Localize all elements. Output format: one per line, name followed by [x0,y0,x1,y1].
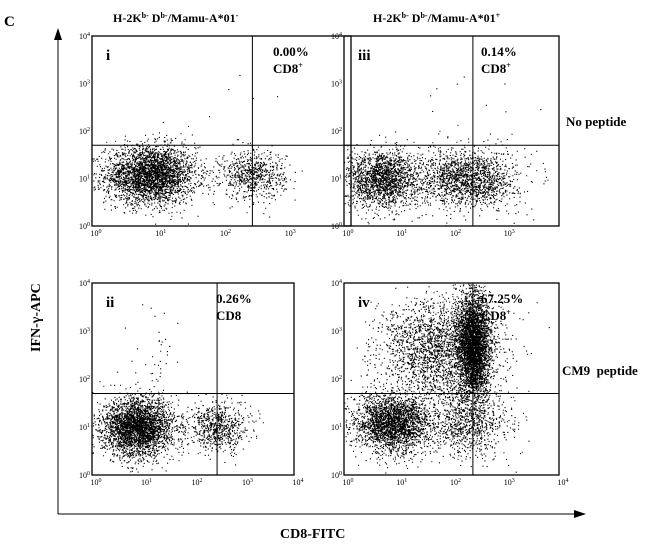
population-cloud [92,125,234,225]
panel-frame [343,35,560,227]
tick-label: 102 [79,127,90,136]
scatter-points [344,283,550,474]
annotation-label: CD8+ [273,61,303,76]
tick-label: 102 [79,375,90,384]
tick-label: 100 [331,222,342,231]
tick-label: 103 [331,80,342,89]
panel-iii: 100 101 102 103 104 100 101 102 103 iii 0.14% CD8+ [331,32,560,238]
annotation-value: 0.00% [273,44,309,59]
x-axis [58,510,586,518]
tick-label: 101 [331,423,342,432]
y-axis [54,28,62,514]
row-label-cm9-peptide: CM9 peptide [562,363,638,378]
tick-label: 103 [285,229,296,238]
tick-label: 101 [331,175,342,184]
panel-iv: 100 101 102 103 104 100 101 102 103 104 iv 67.25% CD… [331,279,569,487]
annotation-value: 0.14% [481,44,517,59]
row-label-no-peptide: No peptide [566,114,627,129]
annotation-value: 67.25% [481,291,523,306]
tick-label: 103 [504,478,515,487]
population-cloud [124,304,179,407]
tick-label: 103 [504,229,515,238]
tick-label: 102 [450,229,461,238]
population-cloud [448,284,508,443]
tick-label: 100 [343,478,354,487]
x-axis-label: CD8-FITC [280,527,345,542]
svg-text:H-2Kb- Db-/Mamu-A*01-: H-2Kb- Db-/Mamu-A*01- [113,11,239,25]
tick-label: 100 [343,229,354,238]
scatter-points [92,304,264,473]
tick-label: 104 [293,478,304,487]
x-axis-arrow [574,510,586,518]
tick-label: 100 [91,229,102,238]
annotation-label: CD8+ [481,61,511,76]
panel-frame [343,282,560,476]
panel-frame [91,282,295,476]
population-cloud [350,283,550,445]
column-header-right: H-2Kb- Db-/Mamu-A*01+ [373,11,501,25]
tick-label: 104 [331,32,342,41]
tick-label: 101 [155,229,166,238]
quadrant-label: ii [106,295,114,311]
population-cloud [164,393,264,466]
tick-label: 100 [331,471,342,480]
panel-i: 100 101 102 103 104 100 101 102 103 i 0.00% CD8+ [79,32,352,238]
tick-label: 101 [396,229,407,238]
tick-label: 104 [331,279,342,288]
tick-label: 100 [79,222,90,231]
scatter-points [344,76,549,227]
tick-label: 101 [79,423,90,432]
panel-ii: 100 101 102 103 104 100 101 102 103 104 ii 0.26% CD8 [79,279,304,487]
population-cloud [92,371,196,473]
annotation-value: 0.26% [216,291,252,306]
tick-label: 103 [331,327,342,336]
tick-label: 103 [242,478,253,487]
annotation-label: CD8 [216,308,242,323]
tick-label: 102 [220,229,231,238]
tick-label: 102 [192,478,203,487]
annotation-label: CD8+ [481,308,511,323]
population-cloud [344,131,445,225]
tick-label: 102 [450,478,461,487]
population-cloud [344,374,457,474]
svg-text:H-2Kb- Db-/Mamu-A*01+: H-2Kb- Db-/Mamu-A*01+ [373,11,501,25]
y-axis-label: IFN-γ-APC [29,283,44,352]
tick-label: 101 [396,478,407,487]
population-cloud [194,139,303,218]
tick-label: 103 [79,327,90,336]
tick-label: 104 [79,279,90,288]
tick-label: 103 [79,80,90,89]
quadrant-label: iv [358,295,370,311]
tick-label: 100 [79,471,90,480]
panel-frame [91,35,352,227]
tick-label: 100 [91,478,102,487]
scatter-points [92,74,303,225]
quadrant-label: iii [358,48,371,64]
population-cloud [162,74,279,159]
tick-label: 101 [79,175,90,184]
tick-label: 102 [331,127,342,136]
column-header-left: H-2Kb- Db-/Mamu-A*01- [113,11,239,25]
y-axis-arrow [54,28,62,40]
tick-label: 102 [331,375,342,384]
tick-label: 101 [141,478,152,487]
quadrant-label: i [106,48,110,64]
tick-label: 104 [558,478,569,487]
panel-letter: C [4,14,15,30]
tick-label: 104 [79,32,90,41]
population-cloud [403,366,530,473]
